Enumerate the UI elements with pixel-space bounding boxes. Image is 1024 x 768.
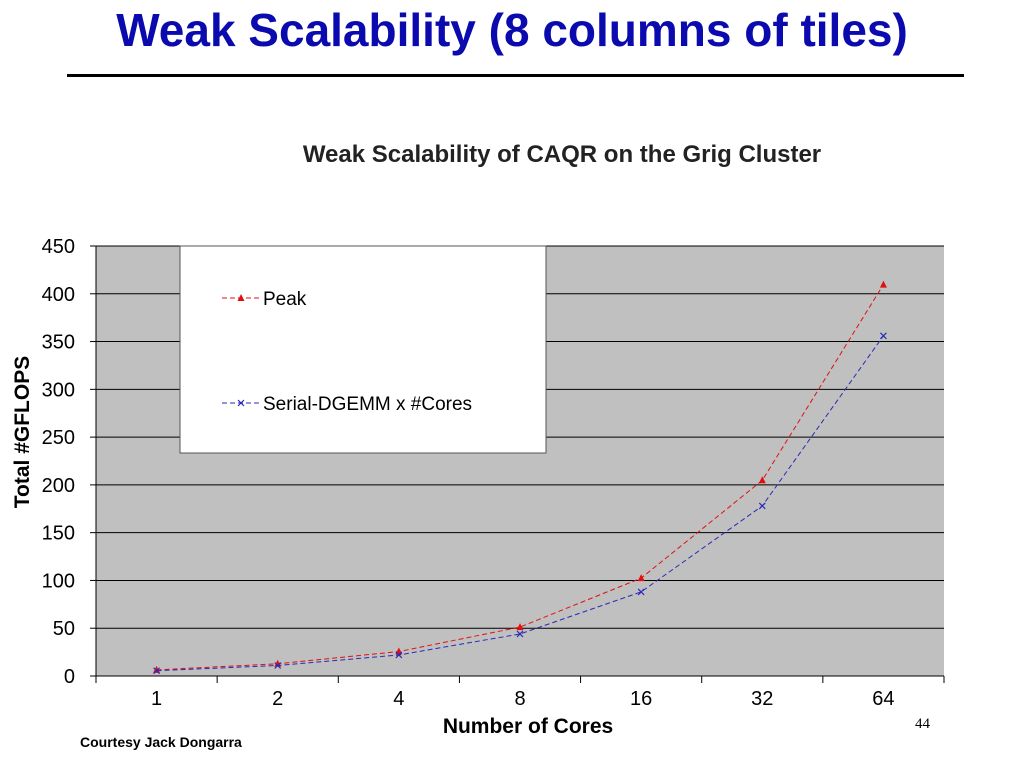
data-point-peak bbox=[516, 623, 524, 631]
chart-title: Weak Scalability of CAQR on the Grig Clu… bbox=[303, 141, 821, 168]
x-tick-label: 16 bbox=[630, 688, 652, 710]
data-point-serial-dgemm-x-cores bbox=[395, 651, 403, 659]
legend: Peak Serial-DGEMM x #Cores bbox=[179, 245, 547, 454]
y-tick-label: 50 bbox=[53, 618, 75, 640]
data-point-serial-dgemm-x-cores bbox=[637, 588, 645, 596]
axes bbox=[90, 245, 945, 683]
slide-title: Weak Scalability (8 columns of tiles) bbox=[116, 4, 908, 56]
y-axis-label: Total #GFLOPS bbox=[11, 356, 34, 508]
y-tick-label: 250 bbox=[42, 427, 75, 449]
x-tick-label: 4 bbox=[393, 688, 404, 710]
legend-label: Peak bbox=[263, 289, 307, 310]
courtesy-credit: Courtesy Jack Dongarra bbox=[80, 734, 242, 750]
y-tick-label: 200 bbox=[42, 475, 75, 497]
data-point-serial-dgemm-x-cores bbox=[274, 662, 282, 669]
y-tick-label: 100 bbox=[42, 570, 75, 592]
y-tick-label: 450 bbox=[42, 236, 75, 258]
legend-box bbox=[179, 245, 547, 454]
data-point-peak bbox=[758, 476, 766, 484]
x-tick-label: 2 bbox=[272, 688, 283, 710]
y-tick-label: 350 bbox=[42, 332, 75, 354]
x-axis-label: Number of Cores bbox=[443, 715, 613, 738]
data-point-serial-dgemm-x-cores bbox=[153, 667, 160, 675]
x-tick-label: 64 bbox=[872, 688, 894, 710]
legend-marker bbox=[237, 399, 245, 407]
legend-marker bbox=[237, 294, 245, 301]
page-number: 44 bbox=[915, 716, 930, 732]
x-tick-label: 32 bbox=[751, 688, 773, 710]
x-tick-label: 8 bbox=[514, 688, 525, 710]
data-point-serial-dgemm-x-cores bbox=[516, 630, 524, 638]
data-point-peak bbox=[879, 280, 887, 288]
y-tick-label: 300 bbox=[42, 379, 75, 401]
y-tick-labels: 0 50 100 150 200 250 300 350 400 450 bbox=[42, 236, 75, 688]
title-divider bbox=[67, 74, 964, 77]
x-tick-label: 1 bbox=[151, 688, 162, 710]
data-point-peak bbox=[637, 574, 645, 582]
series-layer bbox=[153, 280, 887, 675]
y-tick-label: 0 bbox=[64, 666, 75, 688]
legend-entry: Serial-DGEMM x #Cores bbox=[222, 394, 472, 415]
y-tick-label: 400 bbox=[42, 284, 75, 306]
data-point-serial-dgemm-x-cores bbox=[880, 332, 887, 340]
y-tick-label: 150 bbox=[42, 523, 75, 545]
legend-entry: Peak bbox=[222, 289, 307, 310]
data-point-serial-dgemm-x-cores bbox=[758, 502, 766, 510]
series-serial-dgemm-x-cores bbox=[153, 332, 887, 675]
legend-label: Serial-DGEMM x #Cores bbox=[263, 394, 472, 415]
x-tick-labels: 1 2 4 8 16 32 64 bbox=[151, 688, 895, 710]
